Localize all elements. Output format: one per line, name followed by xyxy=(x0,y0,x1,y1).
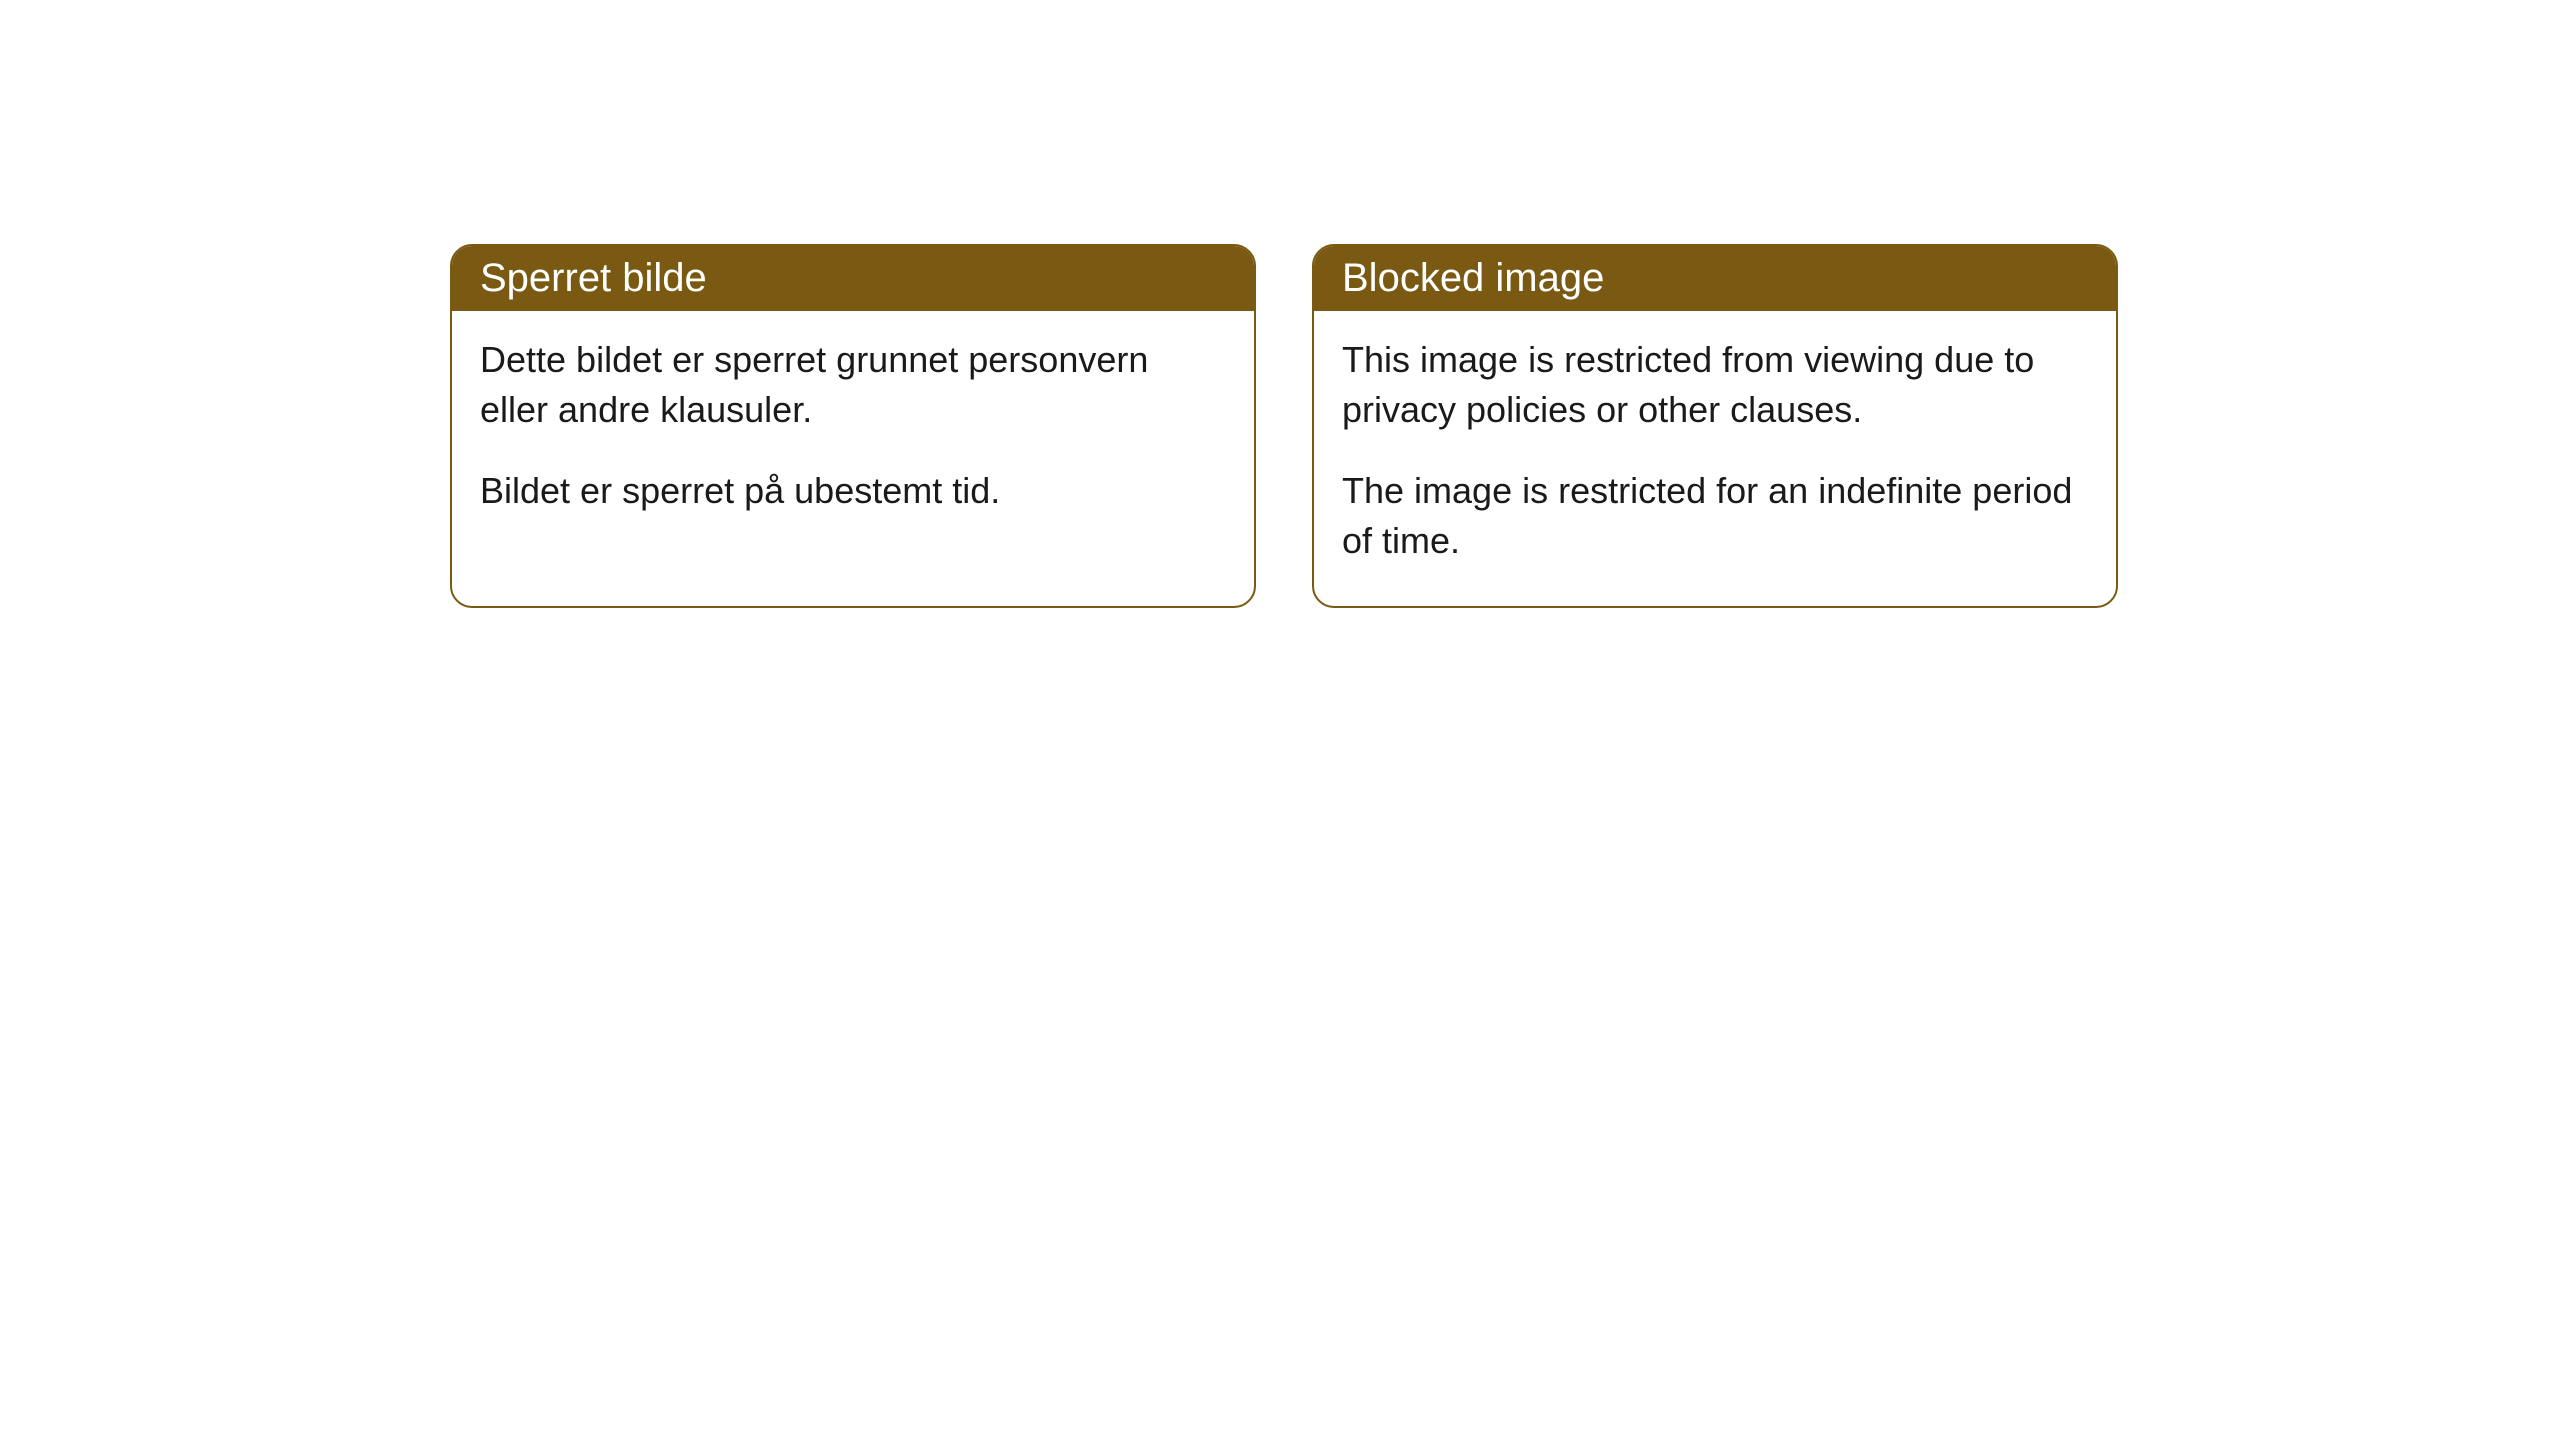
card-paragraph: This image is restricted from viewing du… xyxy=(1342,335,2088,434)
card-body-norwegian: Dette bildet er sperret grunnet personve… xyxy=(452,311,1254,556)
card-paragraph: The image is restricted for an indefinit… xyxy=(1342,466,2088,565)
card-container: Sperret bilde Dette bildet er sperret gr… xyxy=(0,0,2560,608)
card-title: Blocked image xyxy=(1342,256,1604,300)
card-english: Blocked image This image is restricted f… xyxy=(1312,244,2118,608)
card-paragraph: Dette bildet er sperret grunnet personve… xyxy=(480,335,1226,434)
card-title: Sperret bilde xyxy=(480,256,707,300)
card-norwegian: Sperret bilde Dette bildet er sperret gr… xyxy=(450,244,1256,608)
card-header-norwegian: Sperret bilde xyxy=(452,246,1254,311)
card-header-english: Blocked image xyxy=(1314,246,2116,311)
card-paragraph: Bildet er sperret på ubestemt tid. xyxy=(480,466,1226,516)
card-body-english: This image is restricted from viewing du… xyxy=(1314,311,2116,606)
